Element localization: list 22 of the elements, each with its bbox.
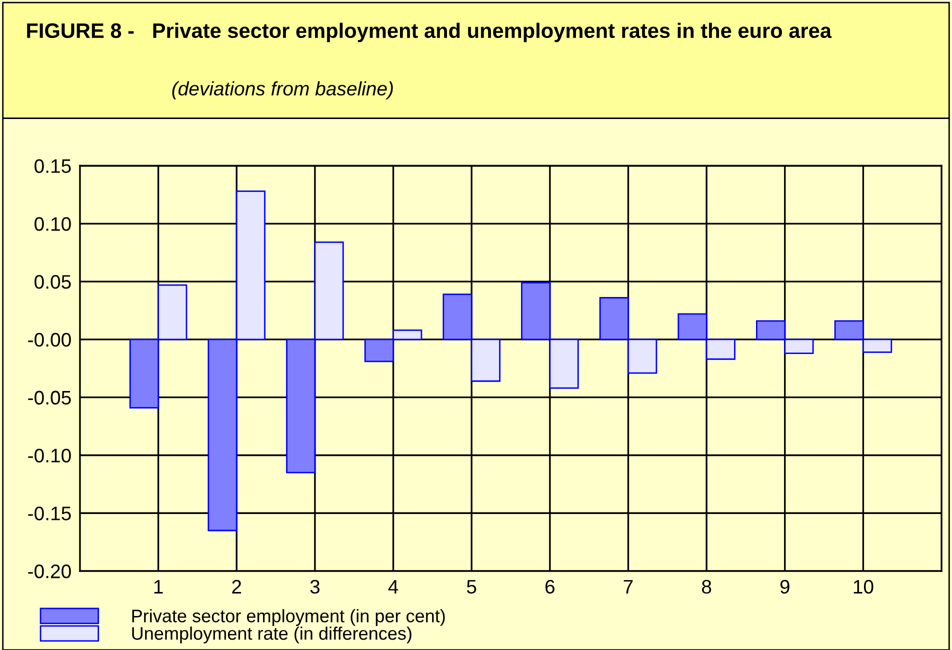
y-tick-label: 0.05 — [34, 275, 71, 289]
x-tick-label: 9 — [780, 580, 790, 594]
y-tick-label: -0.00 — [28, 332, 71, 347]
y-tick-label: -0.20 — [28, 564, 71, 578]
legend-label: Unemployment rate (in differences) — [132, 626, 412, 644]
x-tick-label: 6 — [545, 580, 554, 594]
x-tick-label: 1 — [154, 580, 163, 594]
y-tick-label: -0.15 — [28, 506, 71, 520]
y-tick-label: -0.10 — [28, 448, 71, 462]
y-tick-label: 0.15 — [34, 159, 71, 173]
x-tick-label: 3 — [310, 580, 320, 594]
x-tick-label: 5 — [466, 580, 476, 594]
y-tick-label: 0.10 — [34, 217, 71, 231]
x-tick-label: 10 — [854, 580, 874, 594]
x-tick-label: 8 — [702, 580, 712, 594]
chart-title: FIGURE 8 - Private sector employment and unemployment rates in the euro area — [27, 22, 832, 42]
x-tick-label: 4 — [388, 580, 398, 594]
chart-subtitle: (deviations from baseline) — [172, 81, 393, 100]
x-tick-label: 7 — [624, 580, 633, 594]
y-tick-label: -0.05 — [28, 390, 71, 405]
legend-label: Private sector employment (in per cent) — [132, 609, 445, 626]
x-tick-label: 2 — [232, 580, 242, 594]
